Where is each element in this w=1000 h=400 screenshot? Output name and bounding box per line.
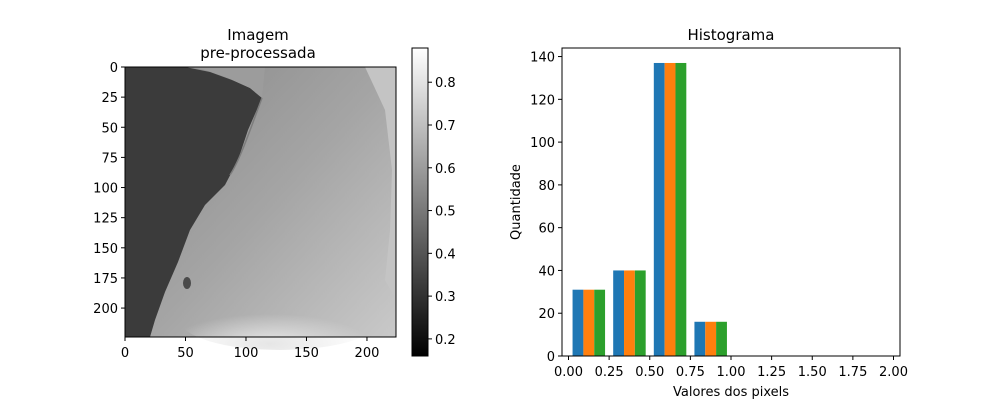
histogram-bar [653,62,665,356]
y-axis-label: Quantidade [509,164,524,240]
colorbar-ticks: 0.2 0.3 0.4 0.5 0.6 0.7 0.8 [428,76,456,348]
histogram-panel: Histograma 0.00 0.25 0.50 0.75 1.00 1.25 1.50 1… [509,26,908,400]
thermal-image [124,66,397,350]
image-y-tick-label: 200 [93,302,118,317]
image-y-axis: 0 25 50 75 100 125 150 175 200 [93,61,125,317]
y-tick-label: 100 [530,136,555,151]
x-tick-label: 0.75 [676,365,705,380]
image-y-tick-label: 0 [110,61,118,76]
image-y-tick-label: 100 [93,182,118,197]
x-tick-label: 1.00 [717,365,746,380]
colorbar-tick-label: 0.7 [435,119,456,134]
image-y-tick-label: 125 [93,212,118,227]
histogram-y-axis: 0 20 40 60 80 100 120 140 [530,51,562,365]
colorbar-tick-label: 0.4 [435,247,456,262]
y-tick-label: 20 [538,307,555,322]
x-tick-label: 0.50 [635,365,664,380]
x-tick-label: 0.25 [595,365,624,380]
histogram-bar [594,289,606,356]
x-tick-label: 0.00 [554,365,583,380]
plot-frame [561,47,901,357]
image-x-axis: 0 50 100 150 200 [121,337,380,361]
image-panel: Imagem pre-processada 0 50 100 150 200 0 25 50… [93,26,456,361]
image-title-line1: Imagem [227,26,289,44]
histogram-bar [624,270,635,356]
image-x-tick-label: 100 [234,346,259,361]
y-tick-label: 60 [538,222,555,237]
image-x-tick-label: 50 [177,346,194,361]
colorbar: 0.2 0.3 0.4 0.5 0.6 0.7 0.8 [411,47,456,357]
y-tick-label: 120 [530,93,555,108]
histogram-bar [705,321,717,356]
image-y-tick-label: 175 [93,272,118,287]
colorbar-tick-label: 0.8 [435,76,456,91]
histogram-bar [572,289,584,356]
image-y-tick-label: 50 [101,121,118,136]
x-tick-label: 2.00 [879,365,908,380]
histogram-bar [694,321,706,356]
histogram-bar [664,62,676,356]
bars [572,62,727,356]
histogram-bar [613,270,625,356]
image-y-tick-label: 75 [101,151,118,166]
y-tick-label: 80 [538,179,555,194]
y-tick-label: 0 [547,350,555,365]
image-title-line2: pre-processada [200,44,316,62]
colorbar-tick-label: 0.6 [435,162,456,177]
colorbar-gradient [411,47,429,357]
chart-title: Histograma [687,26,774,44]
x-axis-label: Valores dos pixels [673,385,789,400]
image-x-tick-label: 150 [294,346,319,361]
x-tick-label: 1.25 [757,365,786,380]
x-tick-label: 1.75 [838,365,867,380]
image-y-tick-label: 25 [101,91,118,106]
image-y-tick-label: 150 [93,242,118,257]
image-x-tick-label: 0 [121,346,129,361]
colorbar-tick-label: 0.5 [435,205,456,220]
histogram-x-axis: 0.00 0.25 0.50 0.75 1.00 1.25 1.50 1.75 2.00 [554,356,908,380]
y-tick-label: 140 [530,51,555,66]
histogram-bar [583,289,595,356]
histogram-bar [716,321,727,356]
y-tick-label: 40 [538,264,555,279]
histogram-bar [675,62,687,356]
histogram-bar [634,270,646,356]
colorbar-tick-label: 0.3 [435,290,456,305]
colorbar-tick-label: 0.2 [435,333,456,348]
image-x-tick-label: 200 [355,346,380,361]
x-tick-label: 1.50 [798,365,827,380]
